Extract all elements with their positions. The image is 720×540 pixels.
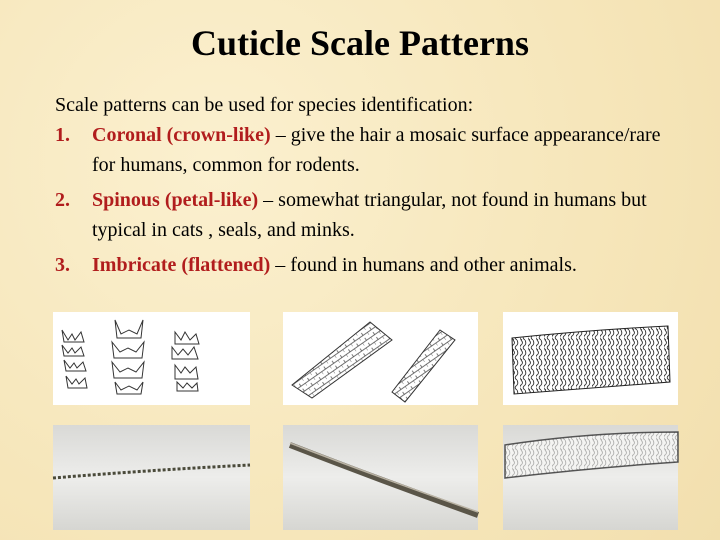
hair-strand — [288, 442, 480, 518]
item-number: 1. — [55, 124, 70, 146]
item-description: – somewhat triangular, not found in huma… — [92, 189, 647, 241]
hair-scales — [505, 432, 678, 478]
coronal-drawing — [53, 312, 250, 405]
coronal-scales — [61, 319, 200, 395]
item-term: Imbricate (flattened) — [92, 254, 271, 276]
item-text: Spinous (petal-like) – somewhat triangul… — [92, 185, 675, 245]
slide-title: Cuticle Scale Patterns — [191, 23, 529, 63]
intro: Scale patterns can be used for species i… — [55, 94, 474, 116]
list-item: 1. Coronal (crown-like) – give the hair … — [55, 120, 675, 180]
item-description: – give the hair a mosaic surface appeara… — [92, 124, 661, 176]
hair-highlight — [289, 442, 479, 513]
imbricate-scales — [511, 325, 671, 395]
list-item: 3. Imbricate (flattened) – found in huma… — [55, 250, 675, 280]
coronal-micrograph — [53, 425, 250, 530]
item-term: Spinous (petal-like) — [92, 189, 259, 211]
item-term: Coronal (crown-like) — [92, 124, 271, 146]
list-item: 2. Spinous (petal-like) – somewhat trian… — [55, 185, 675, 245]
slide-body: Scale patterns can be used for species i… — [55, 90, 675, 280]
item-text: Coronal (crown-like) – give the hair a m… — [92, 120, 675, 180]
item-number: 2. — [55, 189, 70, 211]
spinous-hair-1 — [291, 321, 393, 399]
item-text: Imbricate (flattened) – found in humans … — [92, 250, 577, 280]
spinous-hair-2 — [391, 329, 456, 403]
item-description: – found in humans and other animals. — [275, 254, 577, 276]
item-number: 3. — [55, 254, 70, 276]
